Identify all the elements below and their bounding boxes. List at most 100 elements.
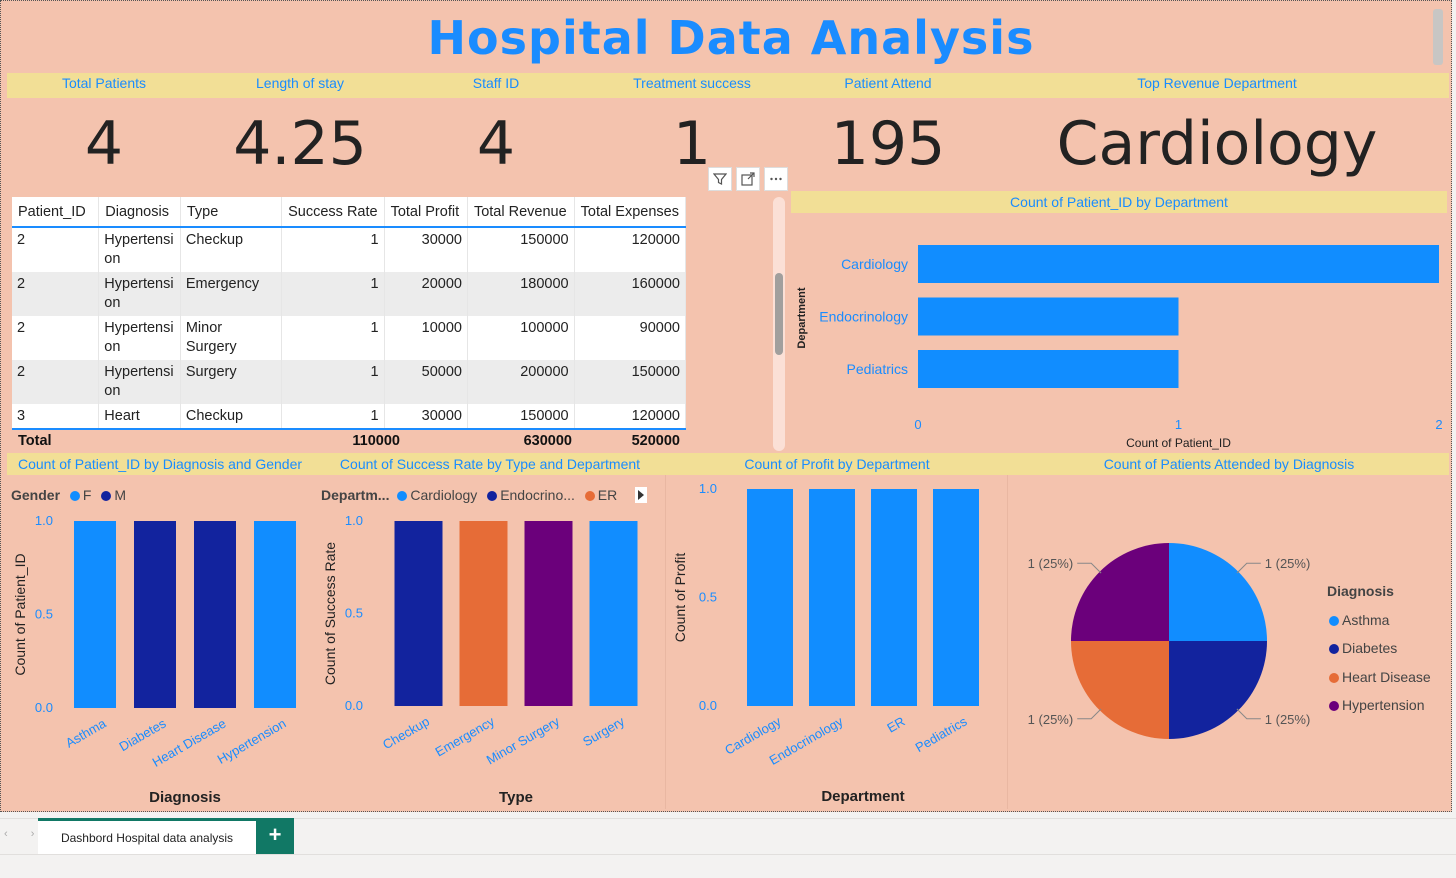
filter-icon[interactable] [708, 167, 732, 191]
data-label: 1 (25%) [1028, 556, 1074, 571]
table-cell: Hypertensi on [98, 227, 181, 272]
more-options-icon[interactable] [764, 167, 788, 191]
chart-patients-by-diagnosis[interactable]: 1 (25%) 1 (25%) 1 (25%) 1 (25%) [1009, 475, 1319, 809]
table-cell: 2 [12, 316, 100, 360]
table-row[interactable]: 2 Hypertensi on Surgery 1 50000 200000 150000 [12, 360, 686, 404]
chart-title-profit-by-department: Count of Profit by Department [744, 456, 930, 472]
legend-item-m[interactable]: M [114, 487, 127, 503]
table-cell: Hypertensi on [98, 360, 181, 404]
table-cell: 150000 [467, 227, 575, 272]
bar[interactable] [589, 521, 638, 706]
tick-label: 0.5 [699, 590, 717, 605]
legend-item-diabetes[interactable]: Diabetes [1342, 640, 1398, 656]
table-cell: 10000 [384, 316, 468, 360]
canvas-scrollbar[interactable] [1433, 9, 1443, 65]
legend-swatch [1329, 701, 1339, 711]
tick-label: 1 [1175, 417, 1182, 432]
legend-diagnosis: Diagnosis Asthma Diabetes Heart Disease … [1327, 577, 1431, 720]
page-nav-arrows-icon[interactable]: ‹ › [4, 828, 45, 840]
chart-title-patients-by-department: Count of Patient_ID by Department [791, 191, 1447, 213]
add-page-button[interactable]: + [256, 818, 294, 854]
legend-swatch [101, 491, 112, 501]
legend-swatch [1329, 615, 1339, 626]
tick-label: 1.0 [345, 513, 363, 528]
bar[interactable] [134, 521, 176, 708]
bar[interactable] [459, 521, 508, 706]
bar[interactable] [809, 489, 855, 706]
legend-department: Departm... Cardiology Endocrino... ER [321, 487, 648, 503]
legend-swatch [1329, 672, 1339, 683]
tick-label: Pediatrics [847, 361, 908, 377]
total-revenue: 630000 [523, 433, 572, 449]
col-header-type[interactable]: Type [180, 197, 283, 228]
table-scrollbar-thumb[interactable] [775, 273, 783, 355]
tick-label: 0.0 [699, 698, 717, 713]
bar[interactable] [871, 489, 917, 706]
col-header-patient-id[interactable]: Patient_ID [12, 197, 100, 228]
table-cell: Emergency [180, 272, 283, 316]
bar[interactable] [918, 350, 1179, 388]
legend-item-er[interactable]: ER [597, 487, 618, 503]
legend-item-asthma[interactable]: Asthma [1342, 611, 1390, 628]
table-row[interactable]: 2 Hypertensi on Checkup 1 30000 150000 120000 [12, 227, 686, 272]
bottom-title-band [7, 453, 1449, 475]
pie-slice[interactable] [1071, 641, 1169, 739]
legend-title: Departm... [321, 487, 390, 503]
tick-label: 2 [1435, 417, 1442, 432]
table-cell: 90000 [574, 316, 686, 360]
leader-line [1236, 562, 1261, 574]
table-cell: 2 [12, 360, 100, 404]
table-cell: 160000 [574, 272, 686, 316]
col-header-total-profit[interactable]: Total Profit [384, 197, 468, 228]
bar[interactable] [394, 521, 443, 706]
legend-item-hypertension[interactable]: Hypertension [1342, 697, 1425, 713]
col-header-total-revenue[interactable]: Total Revenue [467, 197, 575, 228]
tab-dashboard[interactable]: Dashbord Hospital data analysis [38, 818, 256, 854]
total-label: Total [18, 433, 52, 449]
table-cell: Checkup [180, 227, 283, 272]
bar[interactable] [933, 489, 979, 706]
total-expenses: 520000 [631, 433, 680, 449]
chart-patients-by-department[interactable]: Cardiology Endocrinology Pediatrics 0 1 2 Coun… [791, 215, 1451, 455]
legend-item-heart-disease[interactable]: Heart Disease [1342, 668, 1431, 685]
table-cell: 120000 [574, 227, 686, 272]
kpi-label-total-patients: Total Patients [61, 75, 147, 91]
bar[interactable] [918, 245, 1439, 283]
bar[interactable] [194, 521, 236, 708]
kpi-label-treatment-success: Treatment success [633, 75, 751, 91]
axis-label: Count of Profit [672, 553, 688, 643]
visual-header [708, 167, 788, 191]
bar[interactable] [74, 521, 116, 708]
table-cell: Surgery [180, 360, 283, 404]
col-header-diagnosis[interactable]: Diagnosis [98, 197, 181, 228]
bar[interactable] [254, 521, 296, 708]
axis-label: Count of Patient_ID [12, 553, 28, 675]
patient-table[interactable]: Patient_ID Diagnosis Type Success Rate T… [12, 197, 686, 453]
report-canvas: Hospital Data Analysis Total Patients Le… [0, 0, 1452, 812]
pie-slice[interactable] [1169, 543, 1267, 641]
legend-item-f[interactable]: F [82, 487, 92, 503]
bar[interactable] [524, 521, 573, 706]
legend-next-arrow-icon[interactable] [635, 487, 648, 503]
col-header-success-rate[interactable]: Success Rate [281, 197, 385, 228]
status-bar [0, 854, 1456, 878]
legend-item-cardiology[interactable]: Cardiology [410, 487, 478, 503]
bar[interactable] [747, 489, 793, 706]
tick-label: 0.0 [345, 698, 363, 713]
col-header-total-expenses[interactable]: Total Expenses [574, 197, 686, 228]
legend-item-endocrino[interactable]: Endocrino... [500, 487, 575, 503]
tick-label: Checkup [380, 714, 432, 753]
bar[interactable] [918, 297, 1179, 336]
pie-slice[interactable] [1169, 641, 1267, 739]
chart-title-diagnosis-gender: Count of Patient_ID by Diagnosis and Gen… [17, 456, 303, 472]
tick-label: 1.0 [699, 481, 717, 496]
table-row[interactable]: 2 Hypertensi on Minor Surgery 1 10000 100000 90… [12, 316, 686, 360]
focus-mode-icon[interactable] [736, 167, 760, 191]
pie-slice[interactable] [1071, 543, 1169, 641]
table-cell: 1 [281, 316, 385, 360]
table-cell: Hypertensi on [98, 316, 181, 360]
table-row[interactable]: 2 Hypertensi on Emergency 1 20000 180000 160000 [12, 272, 686, 316]
